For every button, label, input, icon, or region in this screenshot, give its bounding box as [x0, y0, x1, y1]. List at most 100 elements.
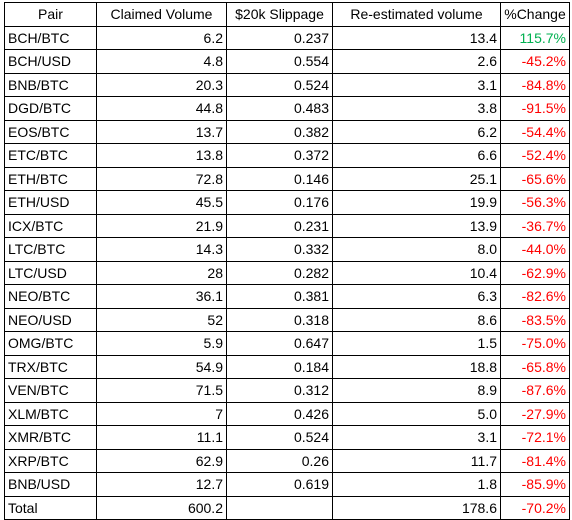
cell-reestimated-volume: 5.0: [332, 401, 501, 426]
cell-percent-change: -87.6%: [500, 378, 570, 403]
header-row: Pair Claimed Volume $20k Slippage Re-est…: [4, 2, 570, 27]
cell-claimed-volume: 13.8: [96, 143, 227, 168]
table-row: TRX/BTC 54.9 0.184 18.8 -65.8%: [4, 354, 570, 379]
cell-reestimated-volume: 6.2: [332, 119, 501, 144]
cell-claimed-volume: 44.8: [96, 96, 227, 121]
cell-percent-change: -70.2%: [500, 495, 570, 520]
header-percent-change: %Change: [500, 2, 570, 27]
table-row: OMG/BTC 5.9 0.647 1.5 -75.0%: [4, 331, 570, 356]
cell-reestimated-volume: 2.6: [332, 49, 501, 74]
table-row: NEO/BTC 36.1 0.381 6.3 -82.6%: [4, 284, 570, 309]
cell-percent-change: -72.1%: [500, 425, 570, 450]
table-row: ETH/BTC 72.8 0.146 25.1 -65.6%: [4, 166, 570, 191]
cell-reestimated-volume: 3.1: [332, 72, 501, 97]
cell-pair: XLM/BTC: [4, 401, 97, 426]
cell-reestimated-volume: 13.9: [332, 213, 501, 238]
cell-slippage: 0.231: [226, 213, 333, 238]
cell-slippage: 0.237: [226, 25, 333, 50]
cell-pair: ETC/BTC: [4, 143, 97, 168]
cell-reestimated-volume: 25.1: [332, 166, 501, 191]
cell-slippage: 0.426: [226, 401, 333, 426]
table-row: NEO/USD 52 0.318 8.6 -83.5%: [4, 307, 570, 332]
cell-slippage: 0.312: [226, 378, 333, 403]
cell-reestimated-volume: 1.5: [332, 331, 501, 356]
cell-slippage: 0.176: [226, 190, 333, 215]
table-row: LTC/USD 28 0.282 10.4 -62.9%: [4, 260, 570, 285]
table-row: DGD/BTC 44.8 0.483 3.8 -91.5%: [4, 96, 570, 121]
cell-claimed-volume: 6.2: [96, 25, 227, 50]
cell-pair: ETH/BTC: [4, 166, 97, 191]
cell-reestimated-volume: 3.1: [332, 425, 501, 450]
cell-claimed-volume: 62.9: [96, 448, 227, 473]
cell-pair: BCH/BTC: [4, 25, 97, 50]
cell-reestimated-volume: 10.4: [332, 260, 501, 285]
cell-reestimated-volume: 11.7: [332, 448, 501, 473]
cell-pair: Total: [4, 495, 97, 520]
cell-slippage: 0.318: [226, 307, 333, 332]
table-row: BCH/BTC 6.2 0.237 13.4 115.7%: [4, 25, 570, 50]
cell-claimed-volume: 21.9: [96, 213, 227, 238]
header-slippage: $20k Slippage: [226, 2, 333, 27]
table-row: BNB/USD 12.7 0.619 1.8 -85.9%: [4, 472, 570, 497]
cell-pair: BCH/USD: [4, 49, 97, 74]
cell-reestimated-volume: 3.8: [332, 96, 501, 121]
cell-reestimated-volume: 8.0: [332, 237, 501, 262]
cell-slippage: 0.382: [226, 119, 333, 144]
cell-claimed-volume: 20.3: [96, 72, 227, 97]
cell-claimed-volume: 12.7: [96, 472, 227, 497]
cell-claimed-volume: 5.9: [96, 331, 227, 356]
cell-claimed-volume: 14.3: [96, 237, 227, 262]
cell-slippage: 0.372: [226, 143, 333, 168]
cell-claimed-volume: 11.1: [96, 425, 227, 450]
cell-pair: VEN/BTC: [4, 378, 97, 403]
cell-pair: LTC/BTC: [4, 237, 97, 262]
table-row: BCH/USD 4.8 0.554 2.6 -45.2%: [4, 49, 570, 74]
cell-slippage: 0.381: [226, 284, 333, 309]
cell-claimed-volume: 52: [96, 307, 227, 332]
table-row: LTC/BTC 14.3 0.332 8.0 -44.0%: [4, 237, 570, 262]
cell-percent-change: -85.9%: [500, 472, 570, 497]
table-row: ICX/BTC 21.9 0.231 13.9 -36.7%: [4, 213, 570, 238]
cell-claimed-volume: 28: [96, 260, 227, 285]
cell-pair: NEO/USD: [4, 307, 97, 332]
cell-pair: DGD/BTC: [4, 96, 97, 121]
cell-slippage: 0.184: [226, 354, 333, 379]
cell-percent-change: -65.8%: [500, 354, 570, 379]
cell-percent-change: -81.4%: [500, 448, 570, 473]
cell-percent-change: 115.7%: [500, 25, 570, 50]
cell-pair: OMG/BTC: [4, 331, 97, 356]
table-body: BCH/BTC 6.2 0.237 13.4 115.7% BCH/USD 4.8 0.554…: [4, 25, 570, 520]
cell-percent-change: -82.6%: [500, 284, 570, 309]
table-row: ETC/BTC 13.8 0.372 6.6 -52.4%: [4, 143, 570, 168]
cell-percent-change: -62.9%: [500, 260, 570, 285]
table-row: BNB/BTC 20.3 0.524 3.1 -84.8%: [4, 72, 570, 97]
cell-slippage: 0.26: [226, 448, 333, 473]
cell-pair: BNB/USD: [4, 472, 97, 497]
cell-pair: BNB/BTC: [4, 72, 97, 97]
cell-slippage: 0.554: [226, 49, 333, 74]
cell-claimed-volume: 71.5: [96, 378, 227, 403]
cell-slippage: 0.282: [226, 260, 333, 285]
cell-slippage: 0.332: [226, 237, 333, 262]
header-reestimated-volume: Re-estimated volume: [332, 2, 501, 27]
cell-reestimated-volume: 6.3: [332, 284, 501, 309]
cell-reestimated-volume: 178.6: [332, 495, 501, 520]
cell-slippage: 0.146: [226, 166, 333, 191]
cell-claimed-volume: 7: [96, 401, 227, 426]
cell-percent-change: -27.9%: [500, 401, 570, 426]
cell-percent-change: -84.8%: [500, 72, 570, 97]
cell-claimed-volume: 4.8: [96, 49, 227, 74]
cell-claimed-volume: 600.2: [96, 495, 227, 520]
cell-pair: EOS/BTC: [4, 119, 97, 144]
cell-slippage: 0.647: [226, 331, 333, 356]
total-row: Total 600.2 178.6 -70.2%: [4, 495, 570, 520]
cell-pair: LTC/USD: [4, 260, 97, 285]
cell-reestimated-volume: 1.8: [332, 472, 501, 497]
table-row: XMR/BTC 11.1 0.524 3.1 -72.1%: [4, 425, 570, 450]
cell-claimed-volume: 72.8: [96, 166, 227, 191]
cell-percent-change: -65.6%: [500, 166, 570, 191]
cell-percent-change: -44.0%: [500, 237, 570, 262]
cell-reestimated-volume: 6.6: [332, 143, 501, 168]
table-row: VEN/BTC 71.5 0.312 8.9 -87.6%: [4, 378, 570, 403]
cell-slippage: 0.483: [226, 96, 333, 121]
